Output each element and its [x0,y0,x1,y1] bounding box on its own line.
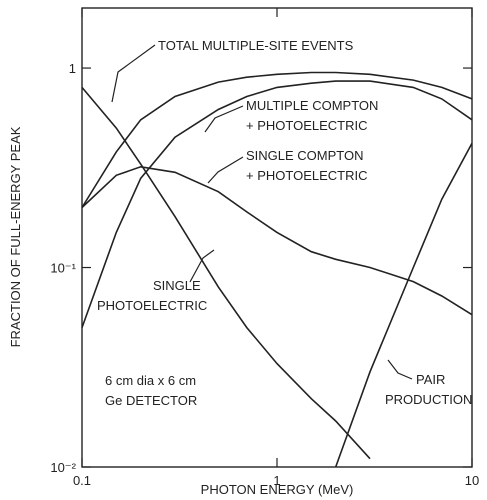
annotation: 6 cm dia x 6 cm [105,373,196,388]
x-axis-label: PHOTON ENERGY (MeV) [201,482,354,497]
series-label: PAIR [416,372,445,387]
series-label: PRODUCTION [385,392,472,407]
series-line [81,71,473,208]
series-line [81,86,371,460]
x-tick-label: 0.1 [73,473,91,488]
annotation: Ge DETECTOR [105,393,197,408]
series-label: MULTIPLE COMPTON [246,98,378,113]
y-tick-label: 10⁻² [50,460,76,475]
series-line [81,165,473,316]
leader-line [207,156,244,184]
series-label: TOTAL MULTIPLE-SITE EVENTS [158,38,354,53]
series-label: SINGLE COMPTON [246,148,364,163]
y-tick-label: 10⁻¹ [50,261,76,276]
y-axis-label: FRACTION OF FULL-ENERGY PEAK [8,126,23,347]
series-line [81,80,473,328]
x-tick-label: 1 [273,473,280,488]
series-line [334,142,473,468]
series-label: SINGLE [153,278,201,293]
leader-line [204,105,244,133]
leader-line [111,44,156,103]
x-tick-label: 10 [465,473,479,488]
series-label: PHOTOELECTRIC [97,298,207,313]
leader-line [189,249,215,283]
series-label: + PHOTOELECTRIC [246,118,367,133]
y-tick-label: 1 [69,61,76,76]
leader-line [387,359,413,380]
series-label: + PHOTOELECTRIC [246,168,367,183]
